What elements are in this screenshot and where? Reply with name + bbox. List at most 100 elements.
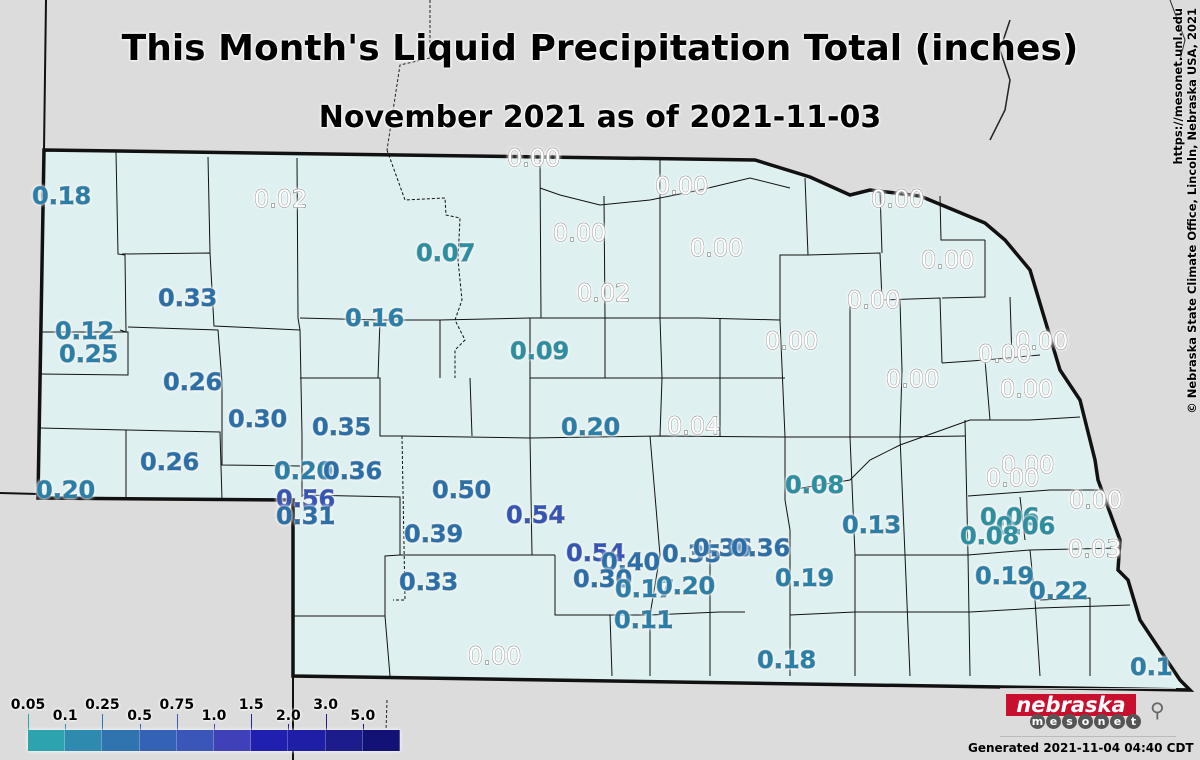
station-value: 0.04 bbox=[666, 412, 721, 440]
station-value: 0.00 bbox=[870, 185, 925, 213]
generated-timestamp: Generated 2021-11-04 04:40 CDT bbox=[968, 741, 1194, 755]
station-value: 0.40 bbox=[600, 548, 661, 576]
legend-swatch bbox=[251, 730, 289, 751]
legend-label: 0.05 bbox=[10, 697, 46, 713]
legend-tick bbox=[139, 724, 141, 730]
station-value: 0.18 bbox=[31, 182, 92, 210]
legend-swatch bbox=[139, 730, 177, 751]
legend-swatch bbox=[288, 730, 326, 751]
logo-rule-bottom bbox=[1000, 736, 1176, 737]
station-value: 0.26 bbox=[139, 448, 200, 476]
legend-tick bbox=[362, 724, 364, 730]
station-value: 0.20 bbox=[655, 572, 716, 600]
station-value: 0.18 bbox=[756, 646, 817, 674]
station-value: 0.33 bbox=[398, 568, 459, 596]
station-value: 0.08 bbox=[959, 522, 1020, 550]
legend-swatch bbox=[176, 730, 215, 751]
legend-colorbar bbox=[28, 730, 401, 751]
station-value: 0.30 bbox=[227, 405, 288, 433]
legend-tick bbox=[102, 714, 104, 730]
station-value: 0.03 bbox=[1067, 535, 1122, 563]
station-value: 0.00 bbox=[885, 365, 940, 393]
weather-station-icon: ⚲ bbox=[1150, 698, 1165, 722]
station-value: 0.31 bbox=[275, 502, 336, 530]
legend-label: 0.1 bbox=[52, 708, 78, 724]
station-value: 0.08 bbox=[784, 471, 845, 499]
station-value: 0.17 bbox=[614, 575, 675, 603]
logo-letter: e bbox=[1110, 714, 1125, 729]
legend-swatch bbox=[65, 730, 103, 751]
station-value: 0.09 bbox=[509, 337, 570, 365]
station-value: 0.22 bbox=[1028, 577, 1089, 605]
legend-tick bbox=[251, 714, 253, 730]
station-value: 0.00 bbox=[977, 340, 1032, 368]
legend-label: 0.75 bbox=[159, 697, 195, 713]
station-value: 0.19 bbox=[974, 562, 1035, 590]
station-value: 0.00 bbox=[1000, 451, 1055, 479]
station-value: 0.00 bbox=[920, 246, 975, 274]
legend-swatch bbox=[214, 730, 252, 751]
legend-swatch bbox=[362, 730, 401, 751]
station-value: 0.35 bbox=[661, 540, 722, 568]
legend-swatch bbox=[102, 730, 140, 751]
station-value: 0.20 bbox=[273, 457, 334, 485]
station-value: 0.00 bbox=[689, 234, 744, 262]
legend-tick bbox=[65, 724, 67, 730]
logo-rule-top bbox=[1000, 688, 1176, 689]
legend-label: 0.5 bbox=[127, 708, 152, 724]
legend-swatch bbox=[325, 730, 363, 751]
legend-label: 2.0 bbox=[275, 708, 301, 724]
station-value: 0.39 bbox=[403, 520, 464, 548]
station-value: 0.36 bbox=[730, 534, 791, 562]
station-value: 0.36 bbox=[692, 534, 753, 562]
map-title: This Month's Liquid Precipitation Total … bbox=[121, 28, 1079, 69]
legend-label: 1.5 bbox=[238, 697, 264, 713]
legend-swatch bbox=[28, 730, 66, 751]
station-value: 0.20 bbox=[35, 476, 96, 504]
legend-tick bbox=[28, 714, 29, 730]
credit-text: https://mesonet.unl.edu © Nebraska State… bbox=[1171, 8, 1199, 418]
station-value: 0.13 bbox=[841, 511, 902, 539]
legend-tick bbox=[288, 724, 290, 730]
station-value: 0.26 bbox=[162, 368, 223, 396]
station-value: 0.35 bbox=[311, 413, 372, 441]
legend-label: 3.0 bbox=[313, 697, 338, 713]
station-value: 0.11 bbox=[613, 606, 674, 634]
legend-tick bbox=[214, 724, 215, 730]
station-value: 0.00 bbox=[506, 144, 561, 172]
station-value: 0.36 bbox=[322, 457, 383, 485]
precip-legend: 0.05 0.1 0.25 0.5 0.75 1.0 1.5 2.0 3.0 5.0 bbox=[11, 697, 402, 752]
station-value: 0.50 bbox=[431, 476, 492, 504]
station-value: 0.54 bbox=[565, 539, 626, 567]
legend-tick bbox=[325, 714, 327, 730]
station-value: 0.02 bbox=[576, 279, 631, 307]
station-value: 0.19 bbox=[774, 564, 835, 592]
map-subtitle: November 2021 as of 2021-11-03 bbox=[318, 100, 882, 135]
logo-letter: e bbox=[1046, 714, 1061, 729]
station-value: 0.00 bbox=[1014, 327, 1069, 355]
station-value: 0.06 bbox=[979, 503, 1040, 531]
station-value: 0.00 bbox=[552, 219, 607, 247]
station-value: 0.06 bbox=[995, 512, 1056, 540]
station-value: 0.00 bbox=[654, 172, 709, 200]
credit-url: https://mesonet.unl.edu bbox=[1171, 8, 1185, 165]
station-value: 0.07 bbox=[415, 239, 476, 267]
station-value: 0.25 bbox=[58, 340, 119, 368]
legend-label: 1.0 bbox=[201, 708, 227, 724]
logo-letter: s bbox=[1062, 714, 1077, 729]
station-value: 0.56 bbox=[275, 485, 336, 513]
station-value: 0.16 bbox=[344, 304, 405, 332]
station-value: 0.00 bbox=[846, 286, 901, 314]
station-value: 0.1 bbox=[1130, 653, 1174, 681]
station-value: 0.02 bbox=[253, 185, 308, 213]
logo-letter: t bbox=[1126, 714, 1141, 729]
station-value: 0.00 bbox=[467, 642, 522, 670]
legend-tick bbox=[176, 714, 178, 730]
station-value: 0.54 bbox=[505, 501, 566, 529]
station-value: 0.20 bbox=[560, 413, 621, 441]
station-value: 0.00 bbox=[985, 464, 1040, 492]
station-value: 0.12 bbox=[54, 317, 115, 345]
